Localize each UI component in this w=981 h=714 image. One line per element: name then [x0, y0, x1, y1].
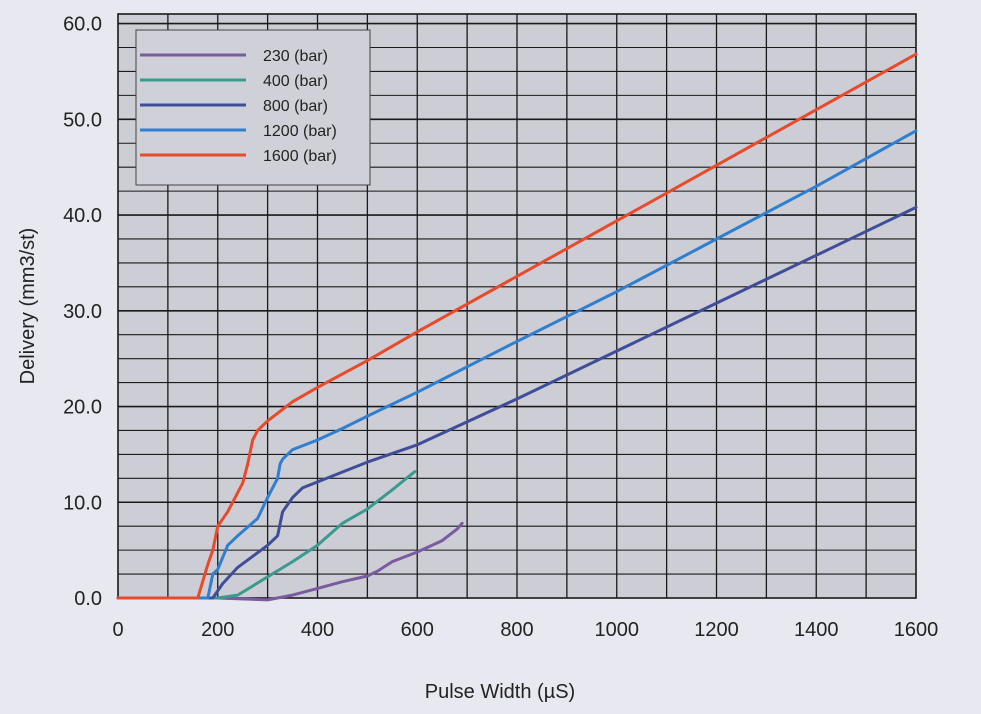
y-tick-label: 0.0 [74, 588, 102, 610]
plot-frame [117, 13, 917, 599]
x-tick-label: 600 [401, 619, 434, 641]
series-line-3 [116, 129, 918, 600]
x-tick-label: 1600 [894, 619, 939, 641]
y-tick-label: 40.0 [63, 205, 102, 227]
x-tick-label: 1200 [694, 619, 739, 641]
y-tick-label: 50.0 [63, 109, 102, 131]
y-axis-title: Delivery (mm3/st) [17, 228, 39, 385]
legend-label: 1600 (bar) [263, 148, 337, 165]
x-tick-label: 400 [301, 619, 334, 641]
legend-label: 1200 (bar) [263, 123, 337, 140]
x-tick-label: 800 [500, 619, 533, 641]
x-tick-label: 1400 [794, 619, 839, 641]
legend-label: 230 (bar) [263, 48, 328, 65]
x-tick-label: 1000 [595, 619, 640, 641]
series-line-0 [116, 521, 464, 602]
series-line-4 [116, 52, 918, 600]
series-line-2 [116, 205, 918, 600]
y-tick-label: 10.0 [63, 492, 102, 514]
y-tick-label: 60.0 [63, 14, 102, 36]
x-axis-title: Pulse Width (µS) [425, 681, 575, 703]
y-tick-label: 20.0 [63, 397, 102, 419]
series-line-1 [116, 470, 417, 600]
legend-label: 800 (bar) [263, 98, 328, 115]
x-tick-label: 200 [201, 619, 234, 641]
legend-label: 400 (bar) [263, 73, 328, 90]
x-tick-label: 0 [112, 619, 123, 641]
y-tick-label: 30.0 [63, 301, 102, 323]
